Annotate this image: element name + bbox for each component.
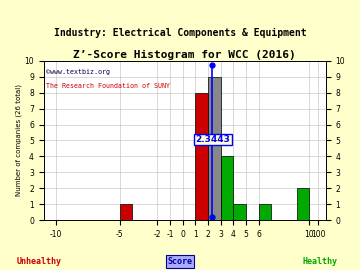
Text: Score: Score <box>167 257 193 266</box>
Bar <box>297 188 309 220</box>
Bar <box>258 204 271 220</box>
Bar <box>233 204 246 220</box>
Text: Industry: Electrical Components & Equipment: Industry: Electrical Components & Equipm… <box>54 28 306 38</box>
Bar <box>208 77 221 220</box>
Text: The Research Foundation of SUNY: The Research Foundation of SUNY <box>46 83 170 89</box>
Text: Unhealthy: Unhealthy <box>17 257 62 266</box>
Text: ©www.textbiz.org: ©www.textbiz.org <box>46 69 111 75</box>
Title: Z’-Score Histogram for WCC (2016): Z’-Score Histogram for WCC (2016) <box>73 50 296 60</box>
Text: Healthy: Healthy <box>303 257 338 266</box>
Bar <box>120 204 132 220</box>
Text: 2.3443: 2.3443 <box>195 135 230 144</box>
Bar <box>195 93 208 220</box>
Y-axis label: Number of companies (26 total): Number of companies (26 total) <box>15 85 22 197</box>
Bar <box>221 156 233 220</box>
